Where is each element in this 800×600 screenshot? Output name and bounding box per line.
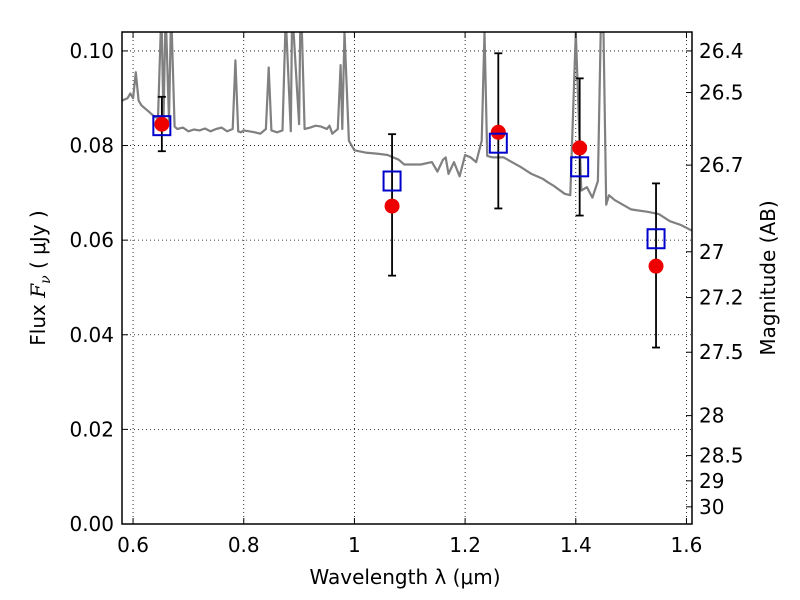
magnitude-tick-label: 28 bbox=[699, 404, 724, 428]
magnitude-tick-label: 29 bbox=[699, 469, 724, 493]
plot-frame bbox=[121, 31, 693, 525]
observed-point bbox=[572, 140, 588, 156]
magnitude-tick-label: 27.2 bbox=[699, 286, 744, 310]
magnitude-tick-label: 27.5 bbox=[699, 340, 744, 364]
axes bbox=[121, 31, 693, 525]
magnitude-tick-label: 28.5 bbox=[699, 444, 744, 468]
x-axis-title: Wavelength λ (μm) bbox=[309, 565, 500, 589]
magnitude-tick-label: 26.5 bbox=[699, 81, 744, 105]
ticks: 0.6 0.8 1 1.2 1.4 1.6 0.00 0.02 0.04 0.06 0.08 0.10… bbox=[69, 32, 744, 557]
observed-point bbox=[154, 116, 170, 132]
y-axis-title-symbol: F bbox=[26, 283, 50, 299]
observed-point bbox=[384, 198, 400, 214]
model-point bbox=[488, 132, 508, 154]
observed-point bbox=[490, 124, 506, 140]
x-tick-label: 1.2 bbox=[449, 533, 481, 557]
y-tick-label: 0.02 bbox=[69, 417, 114, 441]
y-tick-label: 0.06 bbox=[69, 228, 114, 252]
magnitude-tick-label: 26.4 bbox=[699, 39, 744, 63]
x-tick-label: 0.8 bbox=[228, 533, 260, 557]
y2-axis-title: Magnitude (AB) bbox=[756, 200, 780, 355]
y-axis-title-prefix: Flux bbox=[26, 298, 50, 346]
y-axis-title-subscript: ν bbox=[38, 275, 54, 284]
magnitude-tick-label: 30 bbox=[699, 495, 724, 519]
model-point bbox=[152, 115, 172, 137]
y-tick-label: 0.08 bbox=[69, 134, 114, 158]
model-point bbox=[646, 228, 666, 250]
x-tick-label: 1.4 bbox=[560, 533, 592, 557]
magnitude-tick-label: 26.7 bbox=[699, 153, 744, 177]
magnitude-tick-label: 27 bbox=[699, 240, 724, 264]
y-axis-title-suffix: ( μJy ) bbox=[26, 210, 50, 275]
model-point bbox=[382, 170, 402, 192]
y-axis-title: Flux Fν ( μJy ) bbox=[26, 210, 54, 345]
x-tick-label: 1 bbox=[348, 533, 361, 557]
observed-point bbox=[648, 258, 664, 274]
y-tick-label: 0.10 bbox=[69, 39, 114, 63]
x-tick-label: 0.6 bbox=[117, 533, 149, 557]
x-tick-label: 1.6 bbox=[671, 533, 703, 557]
model-point bbox=[570, 156, 590, 178]
plot-area bbox=[122, 32, 692, 349]
y-tick-label: 0.00 bbox=[69, 512, 114, 536]
template-spectrum-line bbox=[122, 32, 692, 232]
y-tick-label: 0.04 bbox=[69, 323, 114, 347]
